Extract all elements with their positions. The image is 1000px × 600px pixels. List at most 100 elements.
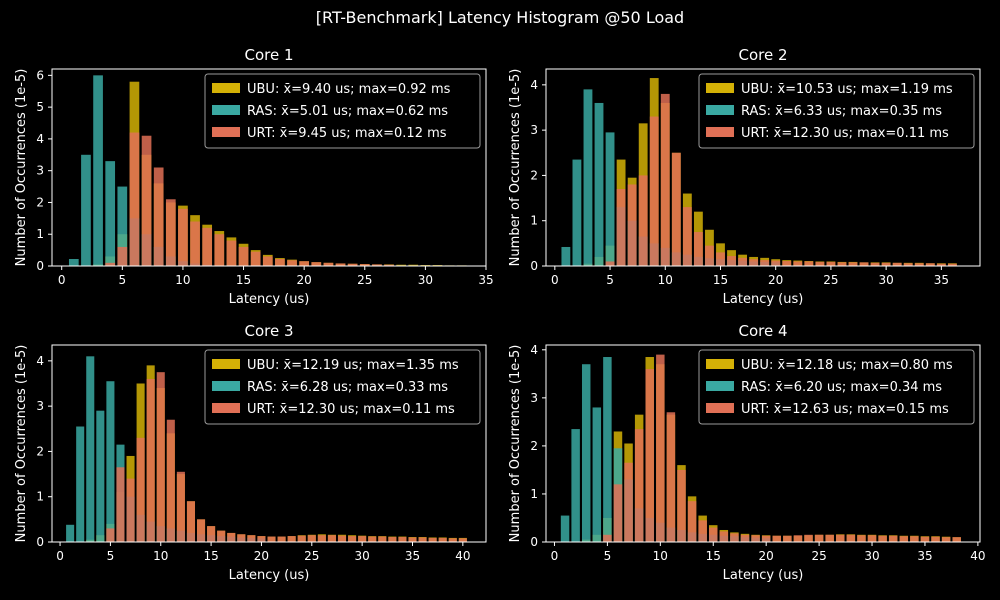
bar-ubu	[396, 264, 406, 266]
y-tick-label: 6	[36, 68, 44, 82]
panel-title: Core 2	[738, 46, 787, 64]
bar-urt	[814, 534, 824, 542]
bar-urt	[418, 537, 427, 542]
x-tick-label: 5	[107, 549, 115, 563]
legend-swatch	[706, 105, 734, 115]
bar-urt	[129, 132, 140, 266]
bar-urt	[881, 262, 891, 266]
bar-urt	[656, 354, 665, 542]
y-tick-label: 3	[36, 164, 44, 178]
x-tick-label: 20	[768, 273, 783, 287]
chart-core-4: Core 4 0 5 10 15 20 25 30 35 40 0 1 2 3 4 Latency (us) N…	[508, 322, 986, 583]
x-tick-label: 10	[658, 273, 673, 287]
bar-ubu	[408, 264, 419, 266]
bars	[68, 75, 467, 267]
legend-entry: URT: x̄=9.45 us; max=0.12 ms	[247, 126, 447, 141]
bar-ras	[96, 410, 105, 542]
axes-frame	[545, 68, 981, 267]
legend-swatch	[706, 127, 734, 137]
x-tick-label: 35	[934, 273, 949, 287]
panel-title: Core 1	[244, 46, 293, 64]
x-tick-label: 15	[203, 549, 218, 563]
x-tick-label: 25	[823, 273, 838, 287]
bar-urt	[804, 261, 814, 266]
bar-urt	[782, 261, 792, 266]
bar-urt	[197, 519, 206, 542]
bar-urt	[705, 245, 714, 266]
bar-urt	[267, 536, 276, 542]
legend-swatch	[706, 381, 734, 391]
x-tick-label: 25	[304, 549, 319, 563]
bar-urt	[178, 208, 188, 266]
bar-urt	[202, 227, 213, 266]
bar-urt	[605, 261, 615, 266]
bar-urt	[859, 262, 869, 266]
bar-urt	[826, 261, 836, 266]
x-tick-label: 15	[706, 549, 721, 563]
bar-urt	[910, 536, 919, 542]
panel-title: Core 3	[244, 322, 293, 340]
panel-title: Core 4	[738, 322, 787, 340]
y-tick-label: 4	[530, 343, 538, 357]
x-tick-label: 25	[357, 273, 372, 287]
bar-urt	[398, 537, 407, 542]
legend-swatch	[212, 403, 240, 413]
bar-urt	[846, 534, 856, 542]
y-tick-label: 3	[530, 123, 538, 137]
bar-urt	[867, 535, 877, 542]
chart-core-1: Core 1 0 5 10 15 20 25 30 35 0 1 2 3 4 5 6 Latency (us) N…	[14, 46, 494, 307]
bar-urt	[848, 262, 858, 266]
legend-entry: UBU: x̄=12.18 us; max=0.80 ms	[741, 358, 953, 373]
x-tick-label: 35	[478, 273, 493, 287]
bar-urt	[793, 261, 803, 266]
bar-urt	[693, 232, 703, 266]
bar-ras	[76, 426, 85, 542]
legend-entry: URT: x̄=12.30 us; max=0.11 ms	[247, 402, 455, 417]
bar-urt	[190, 221, 200, 266]
x-tick-label: 30	[418, 273, 433, 287]
legend-box	[204, 349, 481, 425]
bar-urt	[749, 259, 759, 266]
legend-entry: RAS: x̄=6.33 us; max=0.35 ms	[741, 104, 942, 119]
x-tick-label: 10	[653, 549, 668, 563]
y-tick-label: 4	[36, 354, 44, 368]
bar-urt	[186, 501, 195, 542]
legend-swatch	[212, 127, 240, 137]
bar-urt	[666, 412, 676, 542]
bar-urt	[136, 437, 145, 542]
bar-urt	[156, 372, 165, 542]
legend-entry: URT: x̄=12.30 us; max=0.11 ms	[741, 126, 949, 141]
x-tick-label: 0	[56, 549, 64, 563]
bar-urt	[317, 535, 326, 542]
x-tick-label: 20	[297, 273, 312, 287]
bar-ras	[86, 356, 95, 542]
bar-urt	[687, 501, 697, 542]
bar-urt	[165, 199, 176, 266]
bar-urt	[275, 259, 285, 266]
bars	[560, 354, 961, 542]
x-tick-label: 5	[606, 273, 614, 287]
bar-urt	[297, 535, 306, 542]
bar-urt	[677, 469, 686, 542]
x-tick-label: 25	[811, 549, 826, 563]
bar-urt	[327, 535, 336, 542]
bar-urt	[378, 536, 387, 542]
bars	[66, 356, 467, 542]
x-tick-label: 0	[58, 273, 66, 287]
x-axis-label: Latency (us)	[723, 292, 804, 307]
bar-urt	[941, 537, 951, 542]
bar-urt	[738, 257, 747, 266]
bar-urt	[936, 263, 946, 266]
bar-urt	[931, 536, 940, 542]
bar-urt	[624, 462, 633, 542]
bar-urt	[106, 528, 115, 542]
bar-urt	[299, 261, 310, 266]
bar-urt	[438, 537, 447, 542]
bar-urt	[760, 260, 770, 266]
x-axis-label: Latency (us)	[723, 568, 804, 583]
bar-ras	[93, 75, 103, 267]
bar-urt	[428, 537, 437, 542]
legend: UBU: x̄=9.40 us; max=0.92 ms RAS: x̄=5.01…	[204, 73, 481, 149]
x-tick-label: 0	[551, 549, 559, 563]
x-axis-label: Latency (us)	[229, 568, 310, 583]
